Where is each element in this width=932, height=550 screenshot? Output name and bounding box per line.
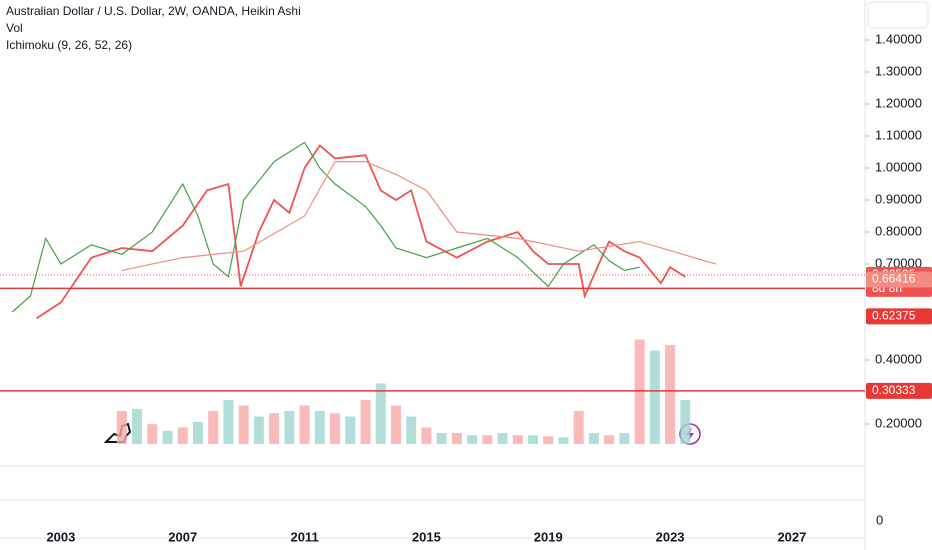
volume-bar [558,437,569,444]
volume-bar [588,433,599,444]
volume-bar [649,350,660,444]
price-tag-label: 0.66416 [872,272,916,286]
volume-bar [680,400,691,444]
volume-bar [314,411,325,444]
price-line [121,161,716,271]
price-line [11,141,640,313]
volume-bar [604,435,615,444]
y-tick-label: 0.90000 [875,191,922,206]
volume-bar [132,408,143,444]
y-tick-label: 1.00000 [875,159,922,174]
x-tick-label: 2003 [46,529,75,544]
y-tick-label: 0.70000 [875,255,922,270]
volume-bar [147,424,158,444]
volume-bar [512,435,523,444]
volume-bar [421,427,432,444]
volume-bar [223,400,234,444]
y-tick-label: 1.20000 [875,95,922,110]
x-tick-label: 2023 [656,529,685,544]
volume-bar [116,411,127,444]
volume-bar [619,433,630,444]
price-tag-label: 0.30333 [872,383,916,397]
indicator-label: Ichimoku (9, 26, 52, 26) [6,38,132,52]
y-tick-label: 1.10000 [875,127,922,142]
volume-bar [497,433,508,444]
chart-title: Australian Dollar / U.S. Dollar, 2W, OAN… [6,4,301,18]
volume-bar [528,435,539,444]
volume-bar [665,345,676,444]
price-tag [866,308,932,325]
y-tick-label: 0.40000 [875,351,922,366]
y-tick-label: 1.30000 [875,63,922,78]
volume-bar [253,416,264,444]
volume-bar [345,416,356,444]
x-tick-label: 2015 [412,529,441,544]
x-tick-label: 2011 [290,529,318,544]
price-tag [866,382,932,399]
volume-bar [177,427,188,444]
volume-bar [330,413,341,444]
x-tick-label: 2007 [168,529,197,544]
volume-bar [390,405,401,444]
volume-bar [162,430,173,444]
volume-bar [634,339,645,444]
x-tick-label: 2019 [534,529,563,544]
volume-bar [482,435,493,444]
volume-bar [406,416,417,444]
price-tag [866,271,932,288]
y-tick-label: 0.20000 [875,415,922,430]
volume-axis-label: 0 [876,512,883,527]
volume-bar [238,405,249,444]
volume-bar [375,383,386,444]
volume-bar [573,411,584,444]
volume-bar [451,433,462,444]
volume-bar [284,411,295,444]
volume-bar [299,405,310,444]
volume-bar [208,411,219,444]
volume-bar [192,422,203,444]
y-tick-label: 1.40000 [875,31,922,46]
price-line [36,144,686,320]
settings-button[interactable] [867,1,929,29]
y-tick-label: 0.80000 [875,223,922,238]
volume-bar [269,413,280,444]
volume-bar [360,400,371,444]
volume-bar [436,433,447,444]
x-tick-label: 2027 [777,529,806,544]
volume-bar [467,435,478,444]
price-tag-label: 0.62375 [872,309,916,323]
indicator-label: Vol [6,21,23,35]
volume-bar [543,436,554,444]
